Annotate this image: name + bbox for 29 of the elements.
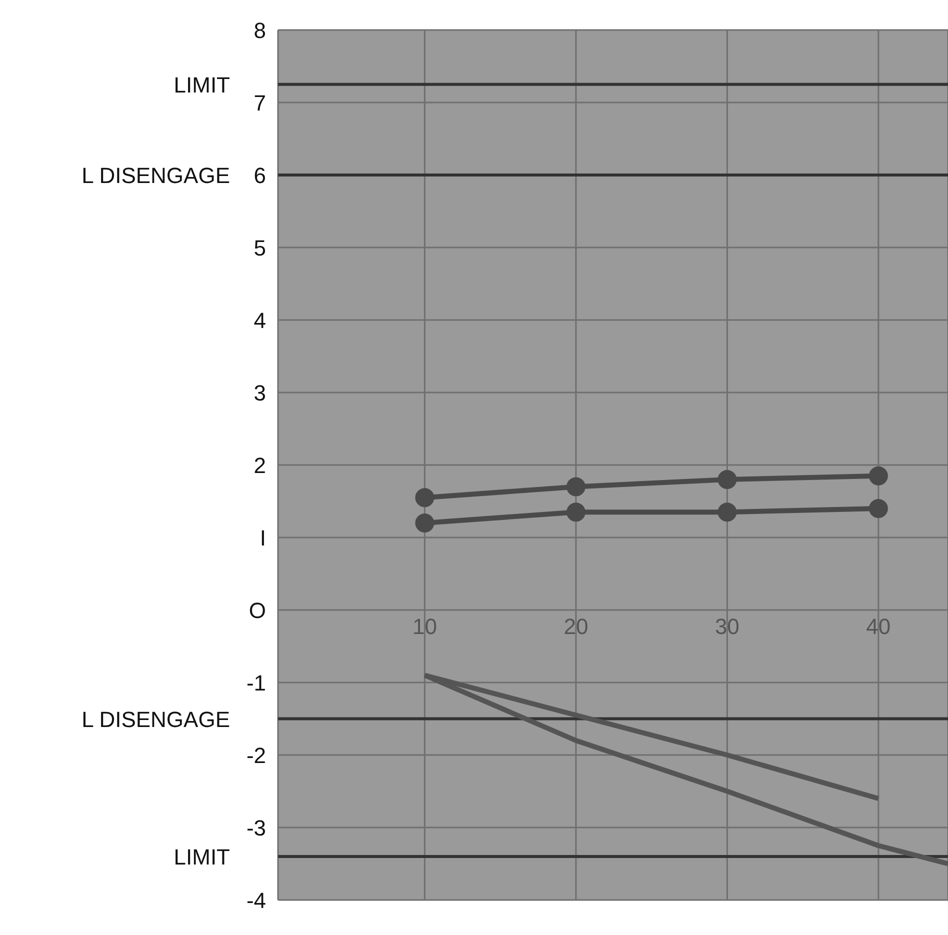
y-tick-label: -2 <box>246 743 266 768</box>
x-tick-label: 40 <box>866 614 891 639</box>
y-tick-label: 7 <box>254 90 266 116</box>
y-tick-label: 3 <box>254 380 266 406</box>
y-tick-label: O <box>248 598 266 623</box>
point <box>718 502 737 522</box>
y-tick-label: 5 <box>254 236 266 260</box>
y-tick-label: I <box>260 526 266 550</box>
ref-line-label: L DISENGAGE <box>82 706 230 732</box>
x-tick-label: 10 <box>412 614 437 639</box>
y-tick-label: 2 <box>254 453 266 478</box>
ref-line-label: L DISENGAGE <box>82 163 230 188</box>
y-tick-label: 4 <box>254 308 266 333</box>
point <box>566 502 586 522</box>
ref-line-label: LIMIT <box>174 72 230 98</box>
ref-line-label: LIMIT <box>174 844 230 870</box>
y-tick-label: -1 <box>246 670 266 696</box>
point <box>566 477 586 496</box>
point <box>868 466 888 486</box>
y-tick-label: -4 <box>246 888 266 913</box>
point <box>415 488 434 508</box>
y-tick-label: 6 <box>254 163 266 188</box>
point <box>415 514 434 532</box>
y-tick-label: 8 <box>254 18 266 43</box>
point <box>868 499 888 518</box>
x-tick-label: 20 <box>564 614 588 639</box>
x-tick-label: 30 <box>714 614 740 639</box>
point <box>718 470 737 489</box>
y-tick-label: -3 <box>246 816 266 840</box>
